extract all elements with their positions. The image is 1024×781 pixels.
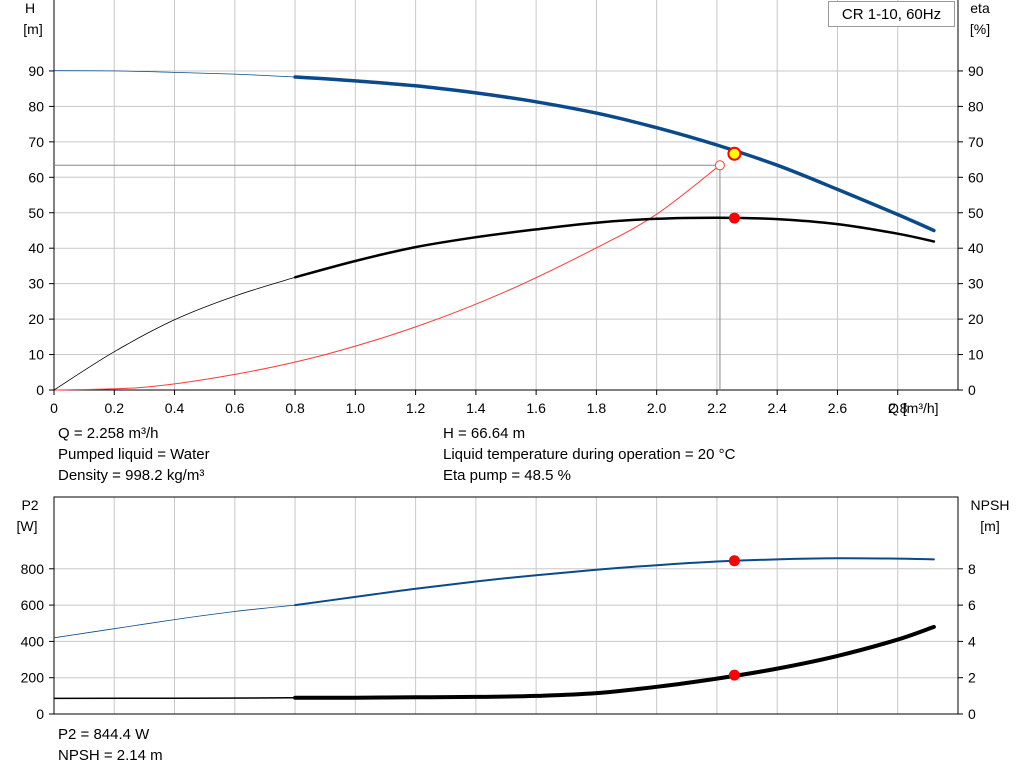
x-tick-label: 1.8: [587, 400, 607, 416]
pump-model-label: CR 1-10, 60Hz: [828, 1, 955, 27]
top-left-tick-label: 0: [36, 382, 44, 398]
p2-tick-label: 600: [21, 597, 45, 613]
top-left-axis-unit: [m]: [23, 21, 42, 37]
top-left-tick-label: 60: [28, 169, 44, 185]
p2-curve-thin: [53, 604, 296, 639]
top-right-tick-label: 70: [968, 134, 984, 150]
pumped-liquid: Pumped liquid = Water: [58, 446, 210, 463]
duty-info-right: H = 66.64 m Liquid temperature during op…: [443, 423, 735, 486]
p2-duty-marker: [728, 555, 740, 567]
liquid-temperature: Liquid temperature during operation = 20…: [443, 446, 736, 463]
top-right-tick-label: 40: [968, 240, 984, 256]
x-tick-label: 0.6: [225, 400, 245, 416]
bottom-plot-gridlines: [53, 497, 959, 714]
top-right-tick-label: 90: [968, 63, 984, 79]
npsh-duty-marker: [728, 669, 740, 681]
top-left-tick-label: 80: [28, 98, 44, 114]
top-left-tick-label: 50: [28, 205, 44, 221]
power-info: P2 = 844.4 W NPSH = 2.14 m: [58, 724, 163, 766]
top-right-tick-label: 60: [968, 169, 984, 185]
x-tick-label: 1.2: [406, 400, 426, 416]
head-value: H = 66.64 m: [443, 425, 526, 442]
eta-duty-marker: [728, 212, 740, 224]
npsh-tick-label: 4: [968, 633, 976, 649]
x-tick-label: 0.8: [285, 400, 305, 416]
top-left-tick-label: 30: [28, 276, 44, 292]
bottom-right-axis-title: NPSH: [971, 497, 1010, 513]
system-end-marker: [714, 160, 725, 171]
npsh-curve-thin: [53, 697, 296, 700]
x-tick-label: 1.4: [466, 400, 486, 416]
density-value: Density = 998.2 kg/m³: [58, 467, 205, 484]
top-left-tick-label: 40: [28, 240, 44, 256]
p2-tick-label: 800: [21, 561, 45, 577]
bottom-left-axis-title: P2: [21, 497, 38, 513]
top-right-axis-title: eta: [970, 0, 990, 16]
head-curve: [293, 75, 936, 233]
flow-value: Q = 2.258 m³/h: [58, 425, 159, 442]
x-tick-label: 1.0: [346, 400, 366, 416]
top-right-tick-label: 0: [968, 382, 976, 398]
npsh-value: NPSH = 2.14 m: [58, 747, 163, 764]
head-curve-thin: [53, 70, 296, 78]
top-left-tick-label: 10: [28, 347, 44, 363]
x-tick-label: 2.8: [888, 400, 908, 416]
x-tick-label: 1.6: [526, 400, 546, 416]
npsh-curve: [293, 624, 936, 700]
npsh-tick-label: 6: [968, 597, 976, 613]
x-tick-label: 0.2: [105, 400, 125, 416]
npsh-tick-label: 0: [968, 706, 976, 722]
p2-value: P2 = 844.4 W: [58, 726, 150, 743]
npsh-tick-label: 8: [968, 561, 976, 577]
eta-curve-thin: [53, 276, 296, 391]
top-right-tick-label: 80: [968, 98, 984, 114]
x-tick-label: 2.0: [647, 400, 667, 416]
top-left-tick-label: 90: [28, 63, 44, 79]
system-curve: [53, 164, 721, 391]
bottom-left-axis-unit: [W]: [17, 518, 38, 534]
top-left-tick-label: 20: [28, 311, 44, 327]
x-tick-label: 2.4: [767, 400, 787, 416]
top-left-tick-label: 70: [28, 134, 44, 150]
x-tick-label: 0: [50, 400, 58, 416]
head-duty-marker: [727, 146, 742, 161]
plot-frames: [49, 0, 963, 715]
x-tick-label: 2.2: [707, 400, 727, 416]
top-plot-gridlines: [53, 0, 959, 390]
p2-tick-label: 0: [36, 706, 44, 722]
p2-tick-label: 400: [21, 633, 45, 649]
top-right-tick-label: 20: [968, 311, 984, 327]
x-tick-label: 0.4: [165, 400, 185, 416]
eta-curve: [293, 216, 936, 279]
x-tick-label: 2.6: [828, 400, 848, 416]
markers: [714, 146, 742, 681]
top-right-axis-unit: [%]: [970, 21, 990, 37]
bottom-right-axis-unit: [m]: [980, 518, 999, 534]
eta-pump-value: Eta pump = 48.5 %: [443, 467, 571, 484]
curves: [53, 70, 936, 700]
top-right-tick-label: 30: [968, 276, 984, 292]
top-right-tick-label: 50: [968, 205, 984, 221]
duty-info-left: Q = 2.258 m³/h Pumped liquid = Water Den…: [58, 423, 210, 486]
p2-curve: [294, 557, 935, 607]
top-left-axis-title: H: [25, 0, 35, 16]
p2-tick-label: 200: [21, 670, 45, 686]
top-right-tick-label: 10: [968, 347, 984, 363]
npsh-tick-label: 2: [968, 670, 976, 686]
x-axis-title: Q [m³/h]: [888, 400, 939, 416]
